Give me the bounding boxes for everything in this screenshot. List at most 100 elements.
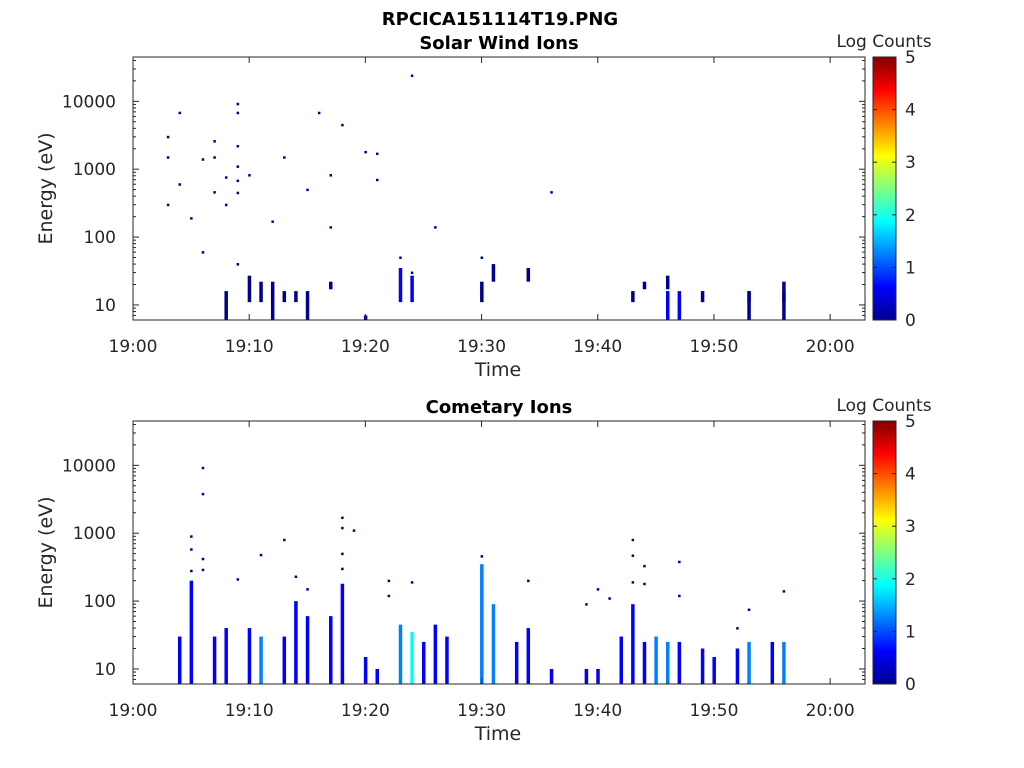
data-point — [352, 529, 356, 532]
y-tick-label: 10 — [94, 660, 116, 680]
colorbar-frame — [872, 420, 897, 685]
data-streak — [410, 275, 414, 303]
data-streak — [665, 641, 670, 684]
data-point — [236, 144, 240, 148]
data-streak — [596, 668, 600, 684]
data-streak — [294, 601, 298, 684]
colorbar-tick-label: 1 — [905, 622, 916, 642]
data-streak — [514, 641, 519, 684]
data-point — [480, 555, 484, 558]
data-point — [201, 492, 205, 496]
colorbar — [873, 421, 896, 684]
data-point — [178, 183, 181, 186]
data-streak — [491, 604, 496, 684]
data-point — [306, 588, 309, 591]
panel-1: Solar Wind Ions 19:00 19:10 19:20 19:30 19:40… — [35, 32, 932, 381]
data-point — [631, 581, 635, 584]
data-streak — [677, 641, 682, 684]
data-point — [317, 111, 321, 115]
x-tick-label: 19:30 — [457, 337, 506, 357]
y-tick-label: 100 — [84, 228, 116, 248]
data-point — [747, 608, 751, 612]
data-streak — [305, 291, 310, 320]
data-point — [608, 597, 611, 600]
data-point — [166, 203, 170, 207]
data-point — [434, 226, 437, 229]
data-streak — [631, 604, 635, 684]
data-streak — [247, 628, 252, 684]
data-point — [480, 256, 484, 260]
data-point — [190, 217, 193, 220]
data-streak — [584, 668, 589, 684]
data-streak — [421, 641, 426, 684]
data-point — [341, 552, 344, 556]
x-tick-label: 19:40 — [573, 337, 622, 357]
data-point — [294, 575, 298, 579]
data-point — [248, 174, 251, 177]
data-streak — [654, 636, 658, 684]
data-streak — [270, 281, 275, 320]
data-point — [736, 627, 739, 630]
data-point — [678, 560, 681, 564]
colorbar-tick-label: 3 — [905, 517, 916, 537]
x-tick-label: 19:20 — [341, 337, 390, 357]
data-streak — [259, 636, 263, 684]
y-tick-label: 10000 — [62, 92, 116, 112]
data-point — [283, 538, 286, 542]
y-tick-label: 10 — [94, 296, 116, 316]
subplot-title: Solar Wind Ions — [419, 33, 578, 54]
data-point — [306, 188, 309, 192]
data-point — [399, 256, 402, 260]
data-streak — [700, 648, 705, 684]
data-point — [341, 123, 344, 127]
data-streak — [305, 616, 310, 684]
data-point — [341, 526, 344, 530]
data-point — [376, 152, 379, 156]
data-point — [550, 191, 553, 194]
data-point — [166, 156, 170, 159]
y-tick-label: 100 — [84, 592, 116, 612]
y-tick-label: 1000 — [73, 524, 116, 544]
data-streak — [445, 636, 449, 684]
data-streak — [619, 636, 623, 684]
x-axis-label: Time — [474, 723, 522, 745]
data-point — [213, 156, 216, 159]
colorbar-tick-label: 2 — [905, 206, 916, 226]
colorbar-tick-label: 5 — [905, 412, 916, 432]
x-tick-label: 19:40 — [573, 701, 622, 721]
data-streak — [677, 291, 682, 320]
data-streak — [665, 275, 670, 290]
panel-2: Cometary Ions 19:00 19:10 19:20 19:30 19:40 19… — [35, 396, 932, 745]
colorbar-tick-label: 5 — [905, 48, 916, 68]
data-point — [259, 553, 263, 557]
data-streak — [224, 291, 228, 320]
y-axis-label: Energy (eV) — [35, 496, 57, 608]
y-axis-label: Energy (eV) — [35, 132, 57, 244]
x-axis-label: Time — [474, 359, 522, 381]
panels-container: Solar Wind Ions 19:00 19:10 19:20 19:30 19:40… — [35, 32, 932, 745]
data-streak — [398, 268, 403, 303]
data-point — [596, 588, 600, 591]
data-streak — [363, 656, 368, 684]
data-point — [190, 569, 193, 573]
data-point — [387, 594, 391, 598]
data-point — [387, 579, 391, 583]
data-streak — [375, 668, 379, 684]
data-point — [410, 581, 414, 584]
data-point — [585, 603, 588, 606]
colorbar-tick-label: 3 — [905, 153, 916, 173]
x-tick-label: 20:00 — [806, 701, 855, 721]
data-streak — [480, 281, 484, 303]
data-streak — [747, 291, 751, 320]
data-point — [678, 594, 681, 598]
x-tick-label: 20:00 — [806, 337, 855, 357]
data-streak — [526, 268, 531, 282]
x-tick-label: 19:30 — [457, 701, 506, 721]
data-point — [236, 191, 240, 195]
data-point — [201, 158, 205, 161]
data-point — [201, 557, 205, 561]
data-point — [341, 516, 344, 520]
data-point — [410, 74, 414, 78]
data-point — [782, 590, 786, 593]
